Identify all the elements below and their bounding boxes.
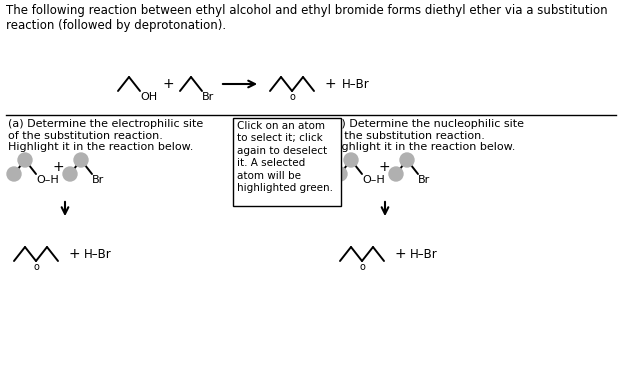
Circle shape: [389, 167, 403, 181]
Text: +: +: [162, 77, 174, 91]
Text: Click on an atom
to select it; click
again to deselect
it. A selected
atom will : Click on an atom to select it; click aga…: [237, 121, 333, 193]
Text: +: +: [324, 77, 336, 91]
Text: O–H: O–H: [362, 175, 385, 185]
Text: Br: Br: [92, 175, 104, 185]
Text: (b) Determine the nucleophilic site
of the substitution reaction.
Highlight it i: (b) Determine the nucleophilic site of t…: [330, 119, 524, 152]
Text: +: +: [378, 160, 390, 174]
Circle shape: [74, 153, 88, 167]
Text: o: o: [289, 92, 295, 102]
Text: OH: OH: [140, 92, 157, 102]
Circle shape: [7, 167, 21, 181]
Text: +: +: [68, 247, 80, 261]
Text: o: o: [359, 262, 365, 272]
Text: H–Br: H–Br: [342, 77, 369, 90]
Text: H–Br: H–Br: [84, 248, 112, 261]
Circle shape: [333, 167, 347, 181]
Circle shape: [400, 153, 414, 167]
Text: +: +: [52, 160, 64, 174]
Text: O–H: O–H: [36, 175, 58, 185]
Circle shape: [63, 167, 77, 181]
Text: (a) Determine the electrophilic site
of the substitution reaction.
Highlight it : (a) Determine the electrophilic site of …: [8, 119, 203, 152]
Text: +: +: [394, 247, 406, 261]
Text: Br: Br: [418, 175, 430, 185]
Text: Br: Br: [202, 92, 214, 102]
Circle shape: [18, 153, 32, 167]
Text: o: o: [33, 262, 39, 272]
Text: The following reaction between ethyl alcohol and ethyl bromide forms diethyl eth: The following reaction between ethyl alc…: [6, 4, 608, 32]
Bar: [233, 118, 341, 206]
Text: H–Br: H–Br: [410, 248, 438, 261]
Circle shape: [344, 153, 358, 167]
